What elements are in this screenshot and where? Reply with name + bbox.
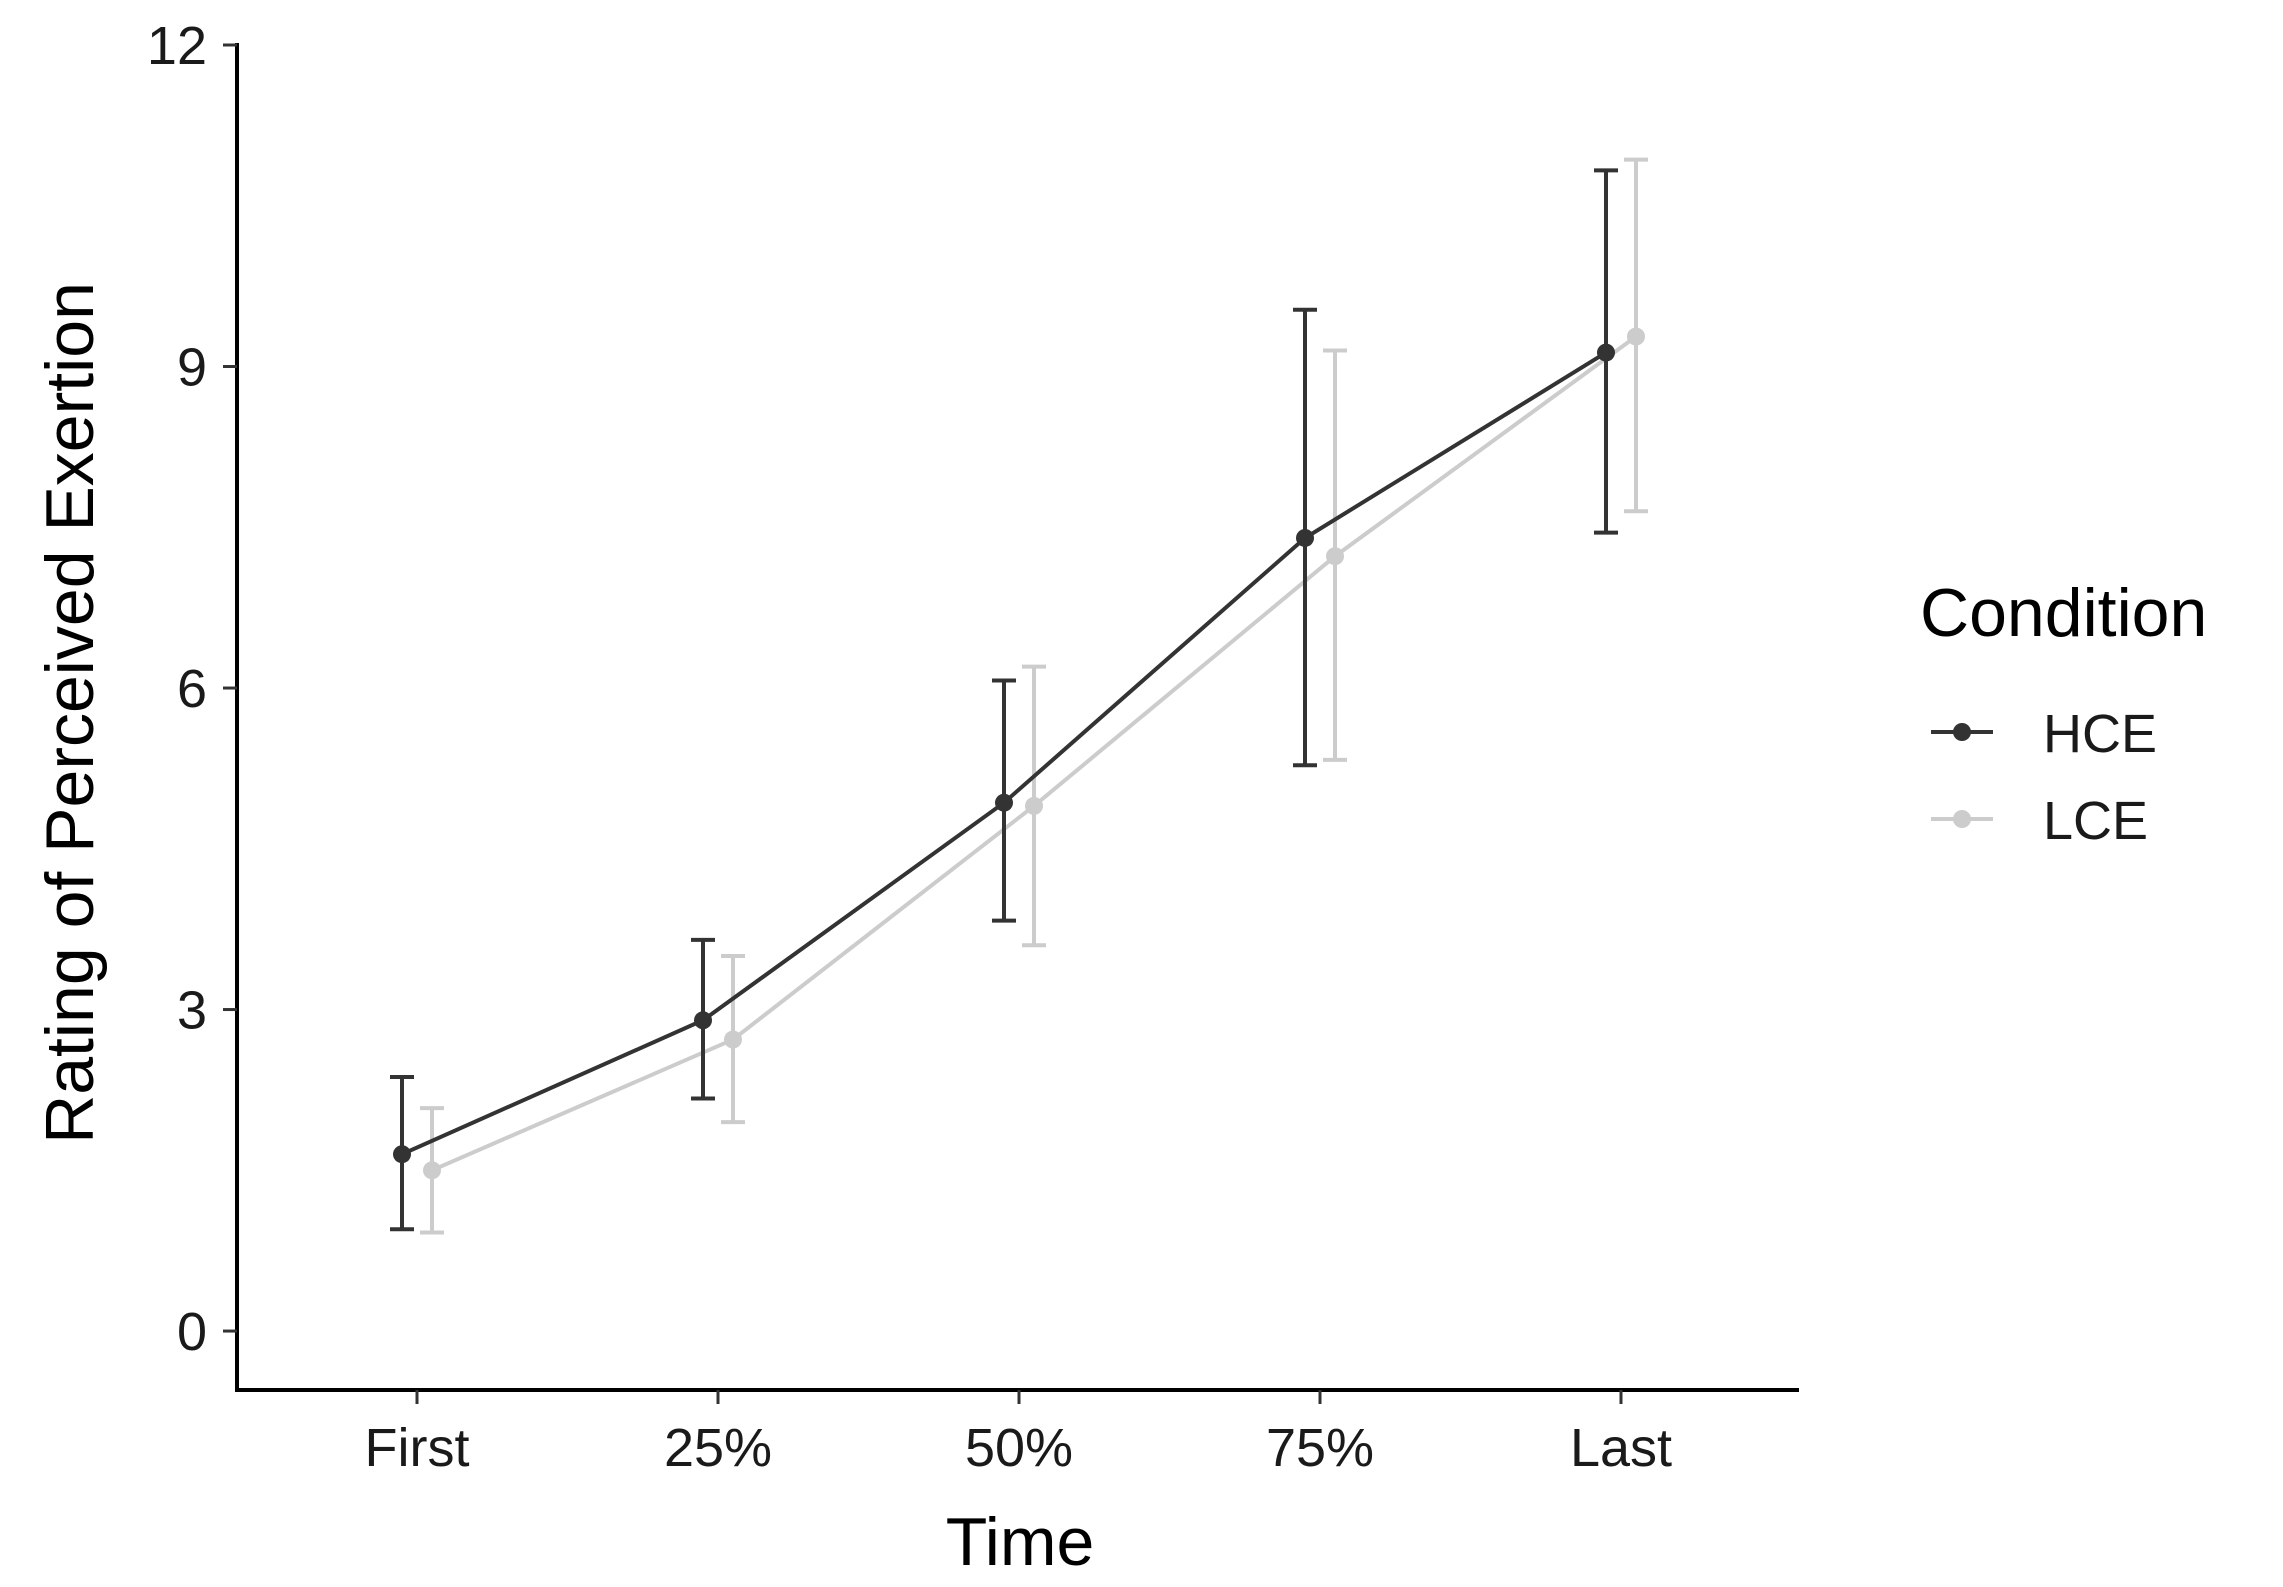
series-lce — [420, 157, 1648, 1235]
y-tick-label: 12 — [147, 16, 207, 76]
data-point — [694, 1011, 712, 1030]
x-tick-label: Last — [1570, 1418, 1672, 1478]
data-point — [1025, 796, 1043, 815]
x-axis-title: Time — [946, 1504, 1095, 1580]
legend-key-lce — [1931, 810, 1993, 828]
series-hce — [390, 168, 1618, 1232]
legend: Condition HCE LCE — [1920, 575, 2207, 851]
data-point — [724, 1030, 742, 1049]
series-layer — [390, 157, 1648, 1235]
x-tick-label: 50% — [965, 1418, 1073, 1478]
data-point — [995, 793, 1013, 812]
x-tick-label: 75% — [1266, 1418, 1374, 1478]
legend-label-lce: LCE — [2043, 791, 2148, 851]
legend-key-hce — [1931, 723, 1993, 741]
data-point — [1326, 547, 1344, 566]
y-tick-label: 0 — [177, 1302, 207, 1362]
x-axis: First 25% 50% 75% Last — [235, 1388, 1799, 1478]
data-point — [393, 1145, 411, 1164]
data-point — [1627, 327, 1645, 346]
y-axis-title: Rating of Perceived Exertion — [32, 282, 108, 1144]
y-axis: 0 3 6 9 12 — [147, 16, 239, 1392]
x-tick-label: First — [365, 1418, 470, 1478]
legend-key-point — [1953, 810, 1971, 828]
data-point — [423, 1161, 441, 1180]
y-tick-label: 9 — [177, 338, 207, 398]
y-tick-label: 6 — [177, 659, 207, 719]
data-point — [1296, 528, 1314, 547]
legend-label-hce: HCE — [2043, 704, 2157, 764]
x-tick-label: 25% — [664, 1418, 772, 1478]
legend-title: Condition — [1920, 575, 2207, 651]
y-tick-label: 3 — [177, 981, 207, 1041]
data-point — [1597, 343, 1615, 362]
legend-key-point — [1953, 723, 1971, 741]
